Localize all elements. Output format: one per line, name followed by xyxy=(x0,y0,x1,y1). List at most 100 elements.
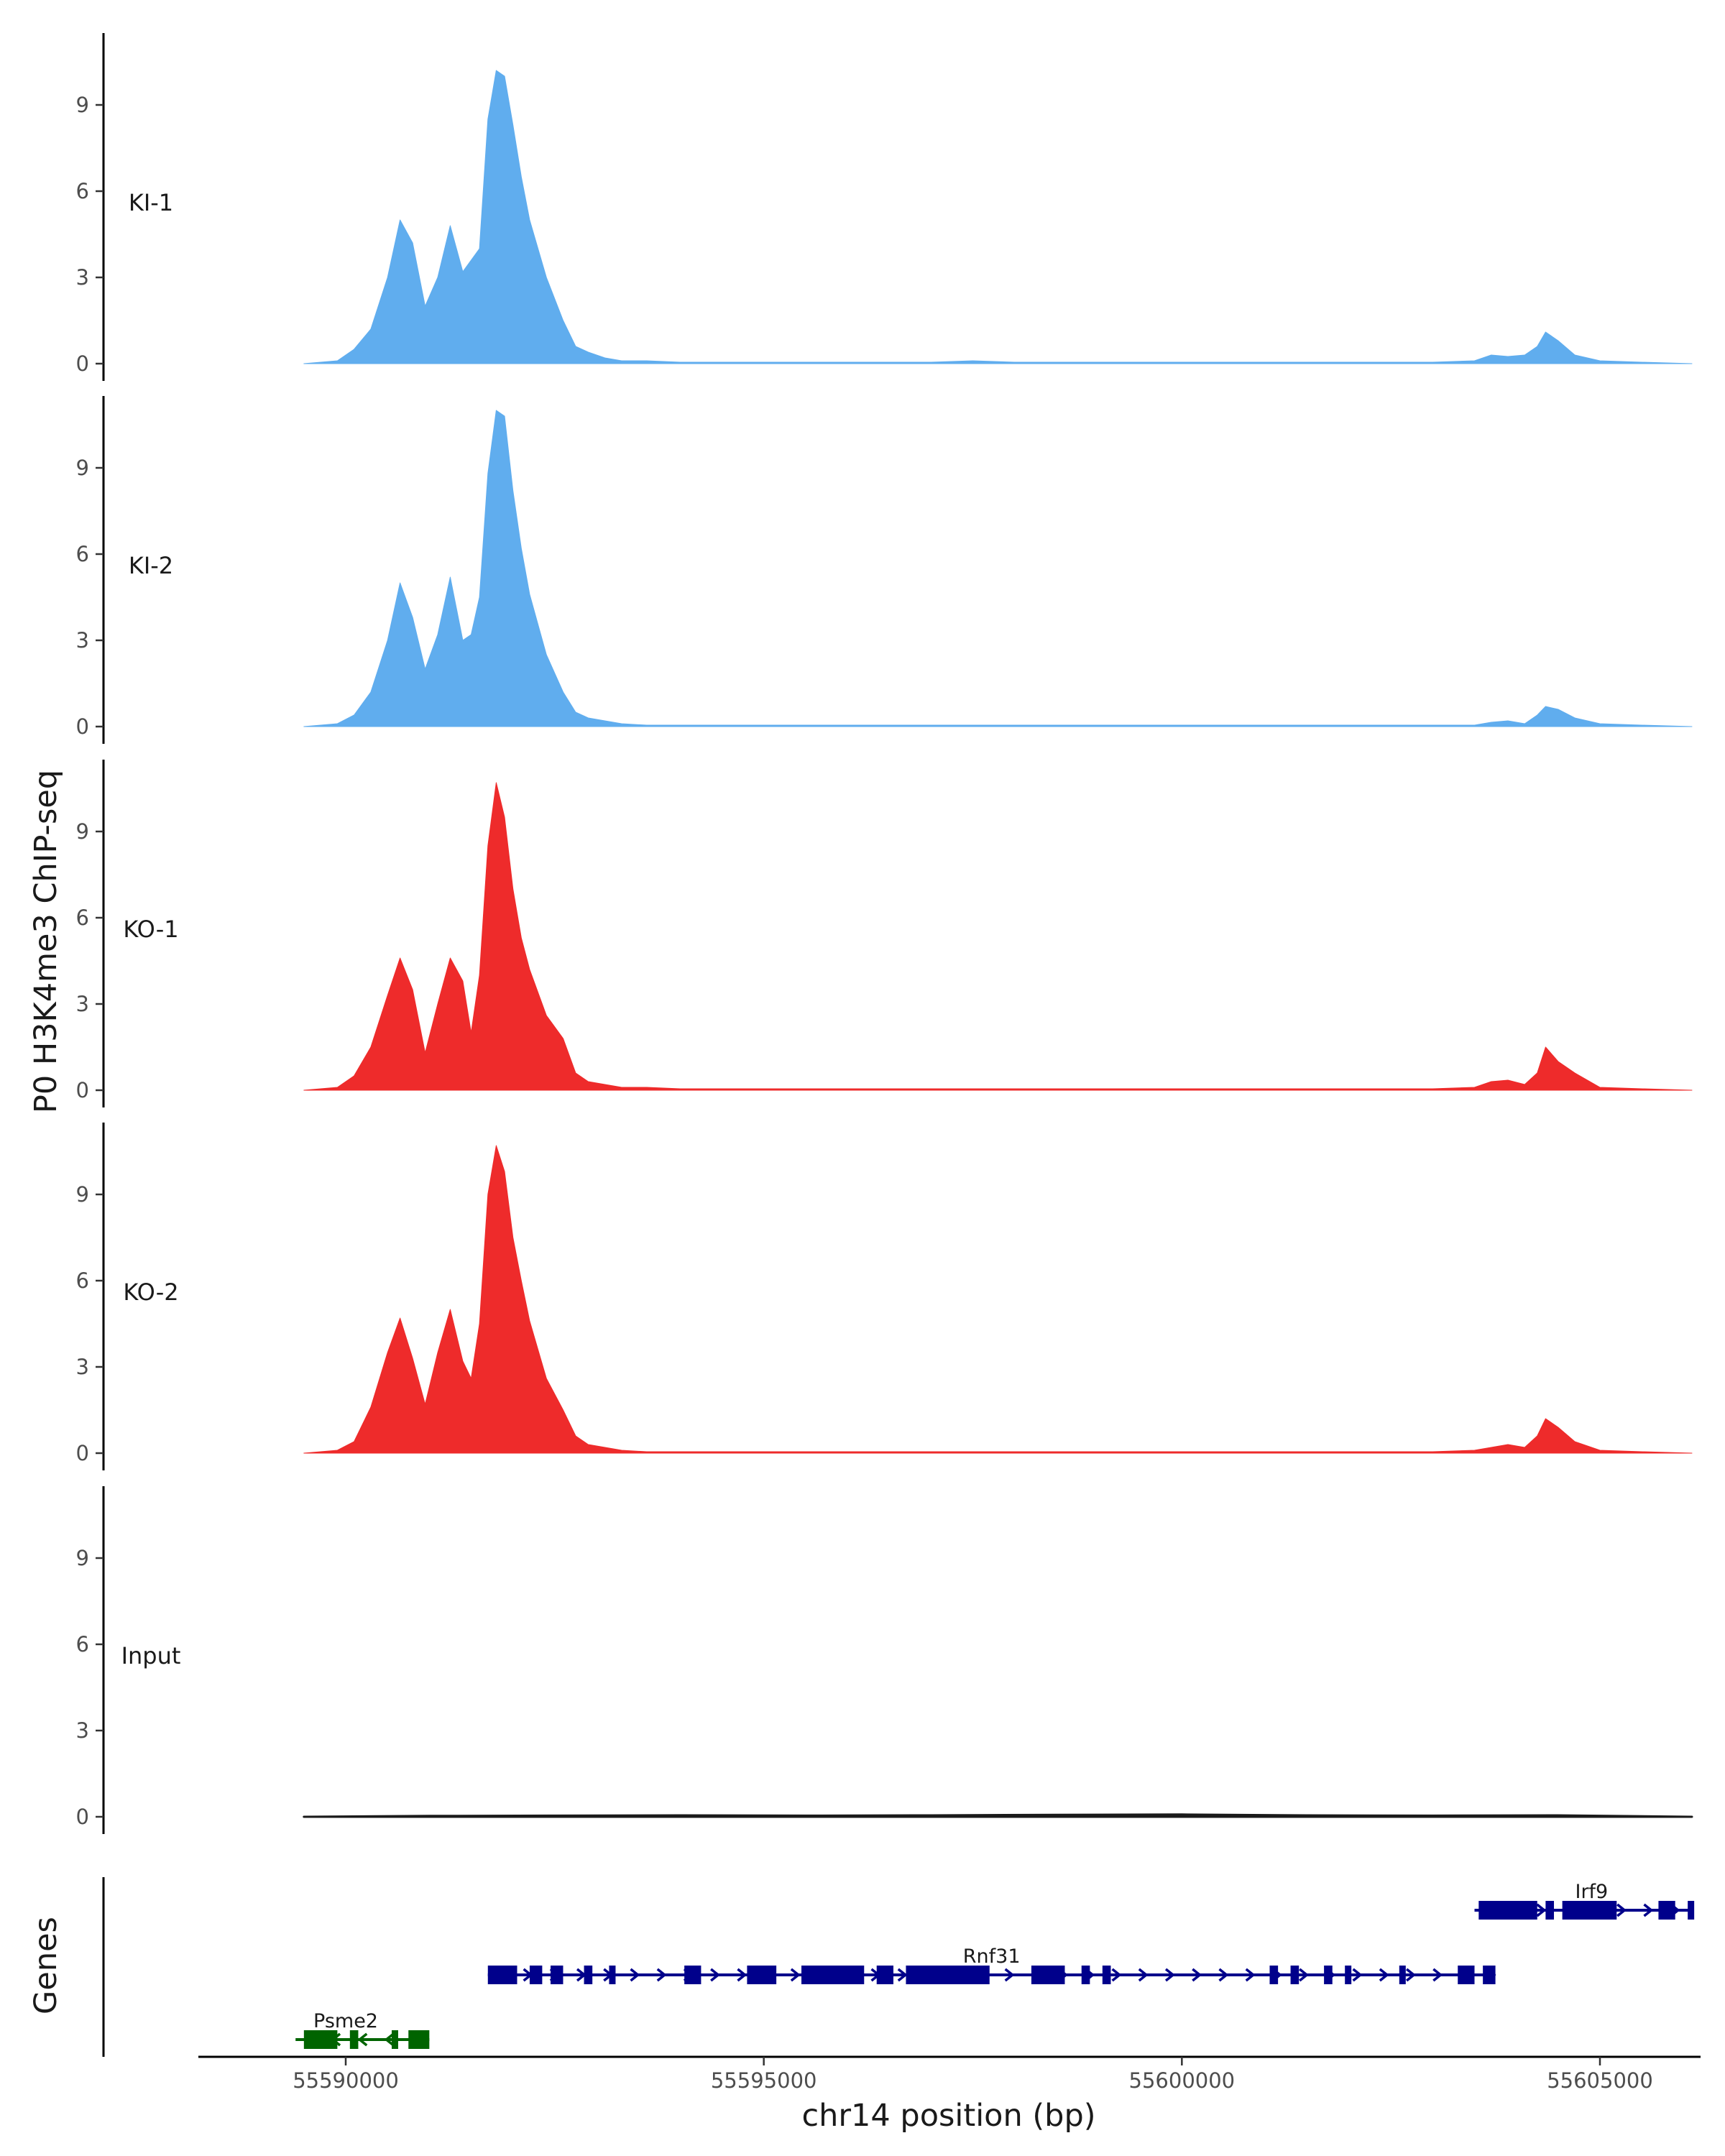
exon-block xyxy=(1658,1901,1675,1920)
x-tick-label: 55595000 xyxy=(711,2068,817,2093)
track-ko-2: 0 3 6 9 KO-2 xyxy=(76,1123,1693,1470)
exon-block xyxy=(551,1966,564,1984)
exon-block xyxy=(1269,1966,1279,1984)
track-label: KO-2 xyxy=(123,1279,178,1306)
gene-label: Irf9 xyxy=(1575,1881,1608,1903)
exon-block xyxy=(1688,1901,1695,1920)
y-tick-label: 0 xyxy=(76,714,89,739)
track-label: KI-1 xyxy=(129,189,173,216)
gene-label: Psme2 xyxy=(313,2010,378,2032)
tracks-layer: 0 3 6 9 KI-1 0 3 6 9 KI-2 0 3 6 9 KO-1 0 3 6 9 KO-2 0 3 6 9 Inpu… xyxy=(76,33,1693,1834)
strand-arrow xyxy=(1111,1968,1122,1982)
strand-arrow xyxy=(1432,1968,1443,1982)
y-axis-title: P0 H3K4me3 ChIP-seq xyxy=(28,770,64,1113)
genes-layer: Irf9 Rnf31 Psme2 xyxy=(102,1877,1695,2057)
gene-psme2: Psme2 xyxy=(295,2010,430,2049)
strand-arrow xyxy=(1299,1968,1309,1982)
exon-block xyxy=(1562,1901,1617,1920)
strand-arrow xyxy=(1379,1968,1389,1982)
strand-arrow xyxy=(1004,1968,1015,1982)
exon-block xyxy=(1483,1966,1496,1984)
track-label: Input xyxy=(121,1642,181,1669)
gene-label: Rnf31 xyxy=(963,1945,1021,1968)
strand-arrow xyxy=(710,1968,720,1982)
signal-area xyxy=(303,1813,1693,1818)
y-tick-label: 0 xyxy=(76,1078,89,1102)
y-tick-label: 9 xyxy=(76,1546,89,1570)
exon-block xyxy=(349,2030,359,2049)
strand-arrow xyxy=(384,2032,395,2047)
y-tick-label: 6 xyxy=(76,906,89,930)
track-ko-1: 0 3 6 9 KO-1 xyxy=(76,760,1693,1107)
y-tick-label: 9 xyxy=(76,819,89,844)
y-tick-label: 0 xyxy=(76,1805,89,1829)
strand-arrow xyxy=(1536,1903,1547,1917)
exon-block xyxy=(1324,1966,1333,1984)
y-tick-label: 3 xyxy=(76,1355,89,1379)
x-axis: 55590000 55595000 55600000 55605000 xyxy=(198,2055,1701,2093)
y-tick-label: 0 xyxy=(76,351,89,376)
strand-arrow xyxy=(1643,1903,1654,1917)
exon-block xyxy=(1031,1966,1065,1984)
track-ki-2: 0 3 6 9 KI-2 xyxy=(76,396,1693,744)
strand-arrow xyxy=(1245,1968,1256,1982)
strand-arrow xyxy=(790,1968,801,1982)
exon-block xyxy=(487,1966,518,1984)
exon-block xyxy=(801,1966,865,1984)
exon-block xyxy=(529,1966,543,1984)
signal-area xyxy=(303,1145,1693,1454)
exon-block xyxy=(747,1966,777,1984)
x-tick-label: 55590000 xyxy=(293,2068,399,2093)
y-tick-label: 9 xyxy=(76,93,89,117)
y-tick-label: 3 xyxy=(76,265,89,290)
track-ki-1: 0 3 6 9 KI-1 xyxy=(76,33,1693,381)
y-tick-label: 9 xyxy=(76,1182,89,1207)
strand-arrow xyxy=(737,1968,748,1982)
exon-block xyxy=(1081,1966,1090,1984)
strand-arrow xyxy=(897,1968,908,1982)
strand-arrow xyxy=(656,1968,667,1982)
exon-block xyxy=(876,1966,893,1984)
x-tick-label: 55605000 xyxy=(1547,2068,1653,2093)
exon-block xyxy=(1545,1901,1555,1920)
gene-rnf31: Rnf31 xyxy=(487,1945,1496,1984)
track-label: KO-1 xyxy=(123,916,178,943)
signal-area xyxy=(303,782,1693,1091)
y-tick-label: 3 xyxy=(76,992,89,1016)
exon-block xyxy=(391,2030,398,2049)
exon-block xyxy=(1290,1966,1300,1984)
strand-arrow xyxy=(1192,1968,1202,1982)
exon-block xyxy=(1478,1901,1537,1920)
strand-arrow xyxy=(1405,1968,1416,1982)
y-tick-label: 0 xyxy=(76,1441,89,1465)
strand-arrow xyxy=(1352,1968,1363,1982)
x-axis-title: chr14 position (bp) xyxy=(801,2098,1095,2134)
exon-block xyxy=(1399,1966,1406,1984)
gene-irf9: Irf9 xyxy=(1474,1881,1695,1920)
y-tick-label: 6 xyxy=(76,1268,89,1293)
exon-block xyxy=(1458,1966,1475,1984)
exon-block xyxy=(303,2030,338,2049)
exon-block xyxy=(584,1966,593,1984)
track-label: KI-2 xyxy=(129,552,173,579)
exon-block xyxy=(1102,1966,1111,1984)
y-tick-label: 6 xyxy=(76,179,89,203)
exon-block xyxy=(684,1966,702,1984)
track-input: 0 3 6 9 Input xyxy=(76,1486,1693,1834)
strand-arrow xyxy=(357,2032,368,2047)
strand-arrow xyxy=(1164,1968,1175,1982)
y-tick-label: 3 xyxy=(76,1718,89,1743)
x-tick-label: 55600000 xyxy=(1129,2068,1236,2093)
genes-axis-title: Genes xyxy=(28,1917,64,2014)
exon-block xyxy=(408,2030,430,2049)
strand-arrow xyxy=(1218,1968,1229,1982)
exon-block xyxy=(906,1966,990,1984)
exon-block xyxy=(1345,1966,1352,1984)
signal-area xyxy=(303,410,1693,727)
y-tick-label: 6 xyxy=(76,1632,89,1657)
y-tick-label: 9 xyxy=(76,456,89,480)
y-tick-label: 6 xyxy=(76,542,89,566)
exon-block xyxy=(609,1966,616,1984)
strand-arrow xyxy=(630,1968,640,1982)
